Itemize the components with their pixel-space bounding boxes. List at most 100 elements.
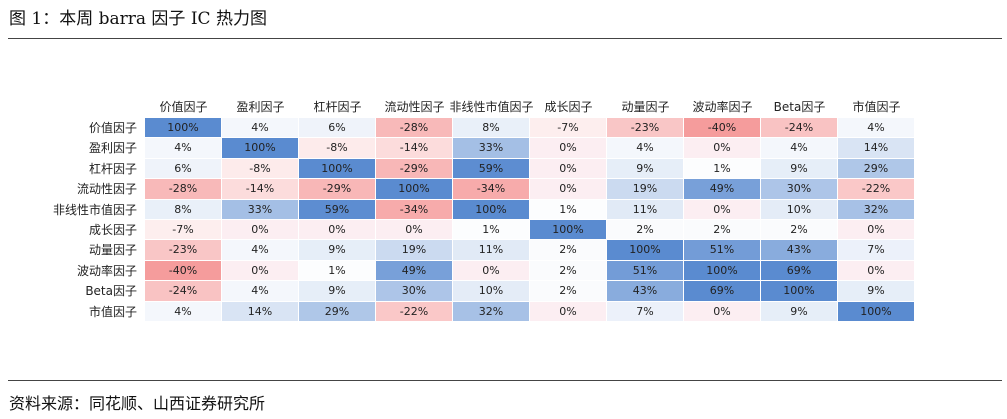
heatmap-cell: 4%	[607, 138, 683, 158]
heatmap-cell: 69%	[684, 281, 760, 301]
heatmap-cell: 7%	[838, 240, 914, 260]
heatmap-cell: 8%	[145, 199, 221, 219]
heatmap-cell: 0%	[376, 220, 452, 240]
row-header: 盈利因子	[88, 141, 137, 156]
heatmap-cell: 51%	[607, 260, 683, 281]
column-header: 市值因子	[852, 100, 901, 114]
heatmap-cell: -40%	[684, 118, 760, 138]
heatmap-cell: 0%	[299, 220, 375, 240]
heatmap-cell: 4%	[145, 301, 221, 321]
heatmap-cell: 8%	[453, 118, 529, 138]
heatmap-cell: 4%	[222, 118, 298, 138]
column-header: 波动率因子	[692, 100, 753, 114]
row-header: 价值因子	[88, 121, 137, 135]
heatmap-cell: 1%	[530, 199, 606, 219]
heatmap-cell: 10%	[453, 281, 529, 301]
heatmap-cell: 30%	[761, 179, 837, 199]
heatmap-cell: 4%	[761, 138, 837, 158]
heatmap-cell: -29%	[299, 179, 375, 199]
heatmap-cell: 0%	[838, 260, 914, 281]
heatmap-cell: 100%	[453, 199, 529, 219]
column-header: Beta因子	[773, 100, 826, 114]
heatmap-cell: 32%	[838, 199, 914, 219]
column-header: 盈利因子	[236, 100, 285, 114]
heatmap-cell: 1%	[453, 220, 529, 240]
heatmap-cell: 9%	[838, 281, 914, 301]
heatmap-cell: 32%	[453, 301, 529, 321]
heatmap-cell: -34%	[376, 199, 452, 219]
row-header: Beta因子	[85, 284, 137, 299]
heatmap-cell: -34%	[453, 179, 529, 199]
heatmap-cell: -8%	[299, 138, 375, 158]
heatmap-cell: 6%	[299, 118, 375, 138]
row-header: 流动性因子	[76, 182, 137, 197]
column-header: 非线性市值因子	[449, 100, 534, 114]
heatmap-cell: -7%	[145, 220, 221, 240]
heatmap-cell: 29%	[299, 301, 375, 321]
heatmap-cell: 51%	[684, 240, 760, 260]
heatmap-cell: 11%	[607, 199, 683, 219]
heatmap-cell: 0%	[222, 220, 298, 240]
heatmap-cell: 1%	[684, 158, 760, 179]
heatmap-cell: -29%	[376, 158, 452, 179]
heatmap-cell: 100%	[684, 260, 760, 281]
heatmap-cell: 0%	[453, 260, 529, 281]
heatmap-cell: 29%	[838, 158, 914, 179]
heatmap-cell: 9%	[607, 158, 683, 179]
heatmap-cell: 33%	[453, 138, 529, 158]
heatmap-cell: 0%	[530, 158, 606, 179]
heatmap-cell: 19%	[376, 240, 452, 260]
row-header: 杠杆因子	[88, 161, 137, 176]
heatmap-cell: 6%	[145, 158, 221, 179]
bottom-rule	[8, 380, 1002, 381]
heatmap-cell: 0%	[684, 138, 760, 158]
heatmap-cell: 14%	[838, 138, 914, 158]
row-header: 动量因子	[88, 243, 137, 258]
heatmap-cell: 2%	[684, 220, 760, 240]
heatmap-cell: 0%	[530, 179, 606, 199]
heatmap-cell: -8%	[222, 158, 298, 179]
heatmap-cell: 0%	[530, 138, 606, 158]
heatmap-cell: 100%	[222, 138, 298, 158]
heatmap-cell: -28%	[145, 179, 221, 199]
heatmap-cell: -22%	[376, 301, 452, 321]
heatmap-cell: -23%	[145, 240, 221, 260]
heatmap-cell: 33%	[222, 199, 298, 219]
heatmap-cell: 43%	[761, 240, 837, 260]
row-header: 成长因子	[88, 223, 137, 237]
heatmap-cell: 100%	[761, 281, 837, 301]
heatmap-cell: 7%	[607, 301, 683, 321]
source-note: 资料来源：同花顺、山西证券研究所	[9, 394, 266, 413]
column-header: 价值因子	[159, 100, 208, 114]
heatmap-cell: 4%	[145, 138, 221, 158]
column-header: 流动性因子	[384, 100, 445, 114]
heatmap-cell: 19%	[607, 179, 683, 199]
row-header: 市值因子	[88, 304, 137, 319]
heatmap-cell: 100%	[376, 179, 452, 199]
heatmap-cell: 2%	[607, 220, 683, 240]
heatmap-cell: 4%	[838, 118, 914, 138]
heatmap-cell: -24%	[145, 281, 221, 301]
heatmap-cell: 9%	[761, 301, 837, 321]
heatmap-cell: 2%	[761, 220, 837, 240]
heatmap-cell: 0%	[684, 301, 760, 321]
heatmap-cell: 100%	[530, 220, 606, 240]
heatmap-cell: 49%	[684, 179, 760, 199]
heatmap-cell: 1%	[299, 260, 375, 281]
heatmap-cell: -14%	[376, 138, 452, 158]
heatmap-cell: 69%	[761, 260, 837, 281]
heatmap-cell: 0%	[838, 220, 914, 240]
heatmap-cell: -22%	[838, 179, 914, 199]
heatmap-cell: 0%	[684, 199, 760, 219]
heatmap-cell: 2%	[530, 260, 606, 281]
heatmap-cell: 43%	[607, 281, 683, 301]
heatmap-cell: 4%	[222, 281, 298, 301]
heatmap-cell: 100%	[838, 301, 914, 321]
heatmap-cell: 9%	[299, 281, 375, 301]
heatmap-cell: 14%	[222, 301, 298, 321]
column-header: 成长因子	[544, 100, 593, 114]
heatmap-cell: -14%	[222, 179, 298, 199]
heatmap-cell: 9%	[761, 158, 837, 179]
column-header: 杠杆因子	[313, 100, 362, 114]
heatmap-cell: 2%	[530, 281, 606, 301]
